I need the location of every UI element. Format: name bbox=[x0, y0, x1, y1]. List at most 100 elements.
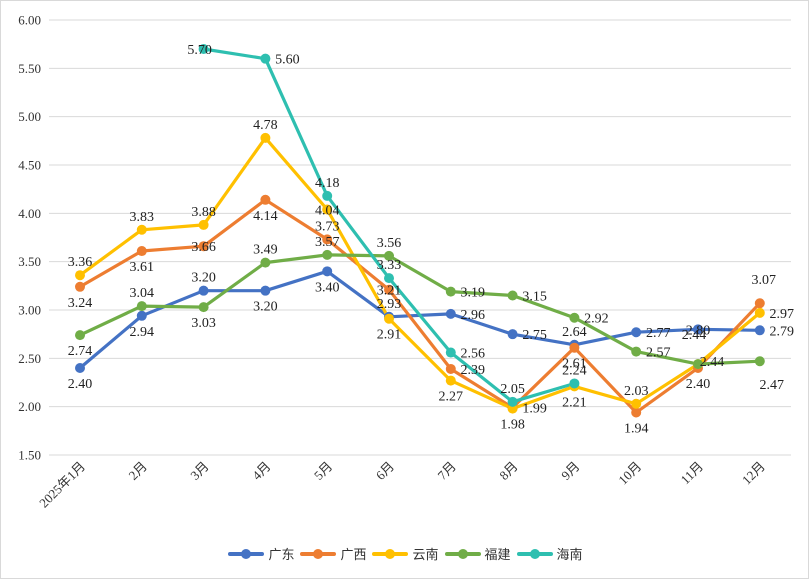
data-label: 2.97 bbox=[770, 307, 795, 322]
data-point[interactable] bbox=[75, 363, 85, 373]
data-point[interactable] bbox=[136, 224, 147, 235]
data-label: 2.77 bbox=[646, 326, 671, 341]
data-label: 2.44 bbox=[700, 355, 725, 370]
legend-label: 海南 bbox=[556, 548, 583, 563]
data-point[interactable] bbox=[445, 308, 456, 319]
data-label: 2.96 bbox=[461, 308, 486, 323]
data-point[interactable] bbox=[693, 324, 703, 335]
data-point[interactable] bbox=[507, 329, 518, 340]
data-label: 2.79 bbox=[770, 324, 795, 339]
data-point[interactable] bbox=[445, 375, 456, 386]
data-point[interactable] bbox=[322, 266, 333, 277]
data-point[interactable] bbox=[198, 241, 209, 252]
y-tick-label: 3.00 bbox=[18, 303, 41, 318]
data-point[interactable] bbox=[569, 312, 580, 323]
data-label: 3.57 bbox=[315, 235, 340, 250]
data-point[interactable] bbox=[569, 342, 580, 353]
data-label: 5.70 bbox=[187, 43, 212, 58]
data-label: 3.33 bbox=[377, 258, 402, 273]
data-point[interactable] bbox=[198, 219, 209, 230]
data-point[interactable] bbox=[260, 132, 271, 143]
data-point[interactable] bbox=[445, 363, 456, 374]
data-label: 2.80 bbox=[686, 323, 711, 338]
data-label: 2.61 bbox=[562, 357, 587, 372]
legend-item[interactable]: 云南 bbox=[372, 544, 439, 563]
data-point[interactable] bbox=[136, 301, 147, 312]
y-tick-label: 2.00 bbox=[18, 399, 41, 414]
data-point[interactable] bbox=[136, 310, 147, 321]
data-point[interactable] bbox=[507, 396, 518, 407]
data-label: 2.57 bbox=[646, 346, 671, 361]
x-tick-label: 12月 bbox=[739, 459, 768, 488]
data-point[interactable] bbox=[384, 250, 394, 261]
data-label: 3.49 bbox=[253, 243, 278, 258]
data-point[interactable] bbox=[569, 378, 580, 389]
data-point[interactable] bbox=[445, 286, 456, 297]
data-point[interactable] bbox=[754, 356, 765, 367]
legend-item[interactable]: 福建 bbox=[444, 544, 511, 563]
data-label: 2.47 bbox=[760, 378, 785, 393]
legend-item[interactable]: 海南 bbox=[516, 544, 583, 563]
data-label: 3.19 bbox=[461, 286, 486, 301]
x-axis: 2025年1月 2月 3月 4月 5月 6月 7月 8月 9月 10月 11月 12月 bbox=[36, 459, 768, 511]
data-point[interactable] bbox=[754, 298, 765, 309]
data-point[interactable] bbox=[322, 190, 333, 201]
data-point[interactable] bbox=[631, 407, 642, 418]
data-label: 3.21 bbox=[377, 284, 402, 299]
data-label: 2.75 bbox=[522, 328, 547, 343]
data-point[interactable] bbox=[260, 285, 271, 296]
data-point[interactable] bbox=[322, 204, 333, 215]
data-point[interactable] bbox=[322, 234, 333, 245]
data-label: 2.94 bbox=[130, 325, 155, 340]
data-label: 3.20 bbox=[191, 271, 216, 286]
x-tick-label: 10月 bbox=[615, 459, 644, 488]
legend: 广东 广西 云南 福建 海南 bbox=[1, 544, 809, 563]
legend-line-marker-icon bbox=[444, 548, 481, 560]
data-point[interactable] bbox=[631, 346, 642, 357]
data-point[interactable] bbox=[631, 327, 642, 338]
data-point[interactable] bbox=[136, 246, 147, 257]
data-point[interactable] bbox=[75, 330, 85, 341]
y-tick-label: 5.50 bbox=[18, 61, 41, 76]
data-label: 2.91 bbox=[377, 328, 402, 343]
data-point[interactable] bbox=[198, 302, 209, 313]
data-label: 3.73 bbox=[315, 219, 340, 234]
data-label: 4.18 bbox=[315, 176, 340, 191]
series-line-1 bbox=[78, 198, 762, 415]
x-tick-label: 6月 bbox=[373, 459, 397, 483]
data-label: 2.27 bbox=[439, 390, 464, 405]
data-label: 1.94 bbox=[624, 421, 649, 436]
data-point[interactable] bbox=[631, 398, 642, 409]
data-point[interactable] bbox=[754, 307, 765, 318]
y-tick-label: 1.50 bbox=[18, 448, 41, 463]
data-point[interactable] bbox=[198, 44, 209, 54]
legend-item[interactable]: 广西 bbox=[300, 544, 366, 563]
data-point[interactable] bbox=[384, 313, 394, 324]
data-point[interactable] bbox=[260, 53, 271, 64]
data-point[interactable] bbox=[260, 194, 271, 205]
data-point[interactable] bbox=[384, 273, 394, 284]
legend-label: 福建 bbox=[484, 548, 511, 563]
data-label: 3.56 bbox=[377, 236, 402, 251]
data-point[interactable] bbox=[322, 249, 333, 260]
data-point[interactable] bbox=[754, 325, 765, 336]
data-point[interactable] bbox=[75, 270, 85, 281]
series-line-4 bbox=[202, 47, 576, 404]
x-tick-label: 2月 bbox=[126, 459, 150, 483]
data-label: 2.03 bbox=[624, 384, 649, 399]
y-tick-label: 4.50 bbox=[18, 158, 41, 173]
legend-line-marker-icon bbox=[516, 548, 553, 560]
data-point[interactable] bbox=[198, 285, 209, 296]
data-label: 3.36 bbox=[68, 255, 93, 270]
x-tick-label: 3月 bbox=[187, 459, 211, 483]
data-label: 3.66 bbox=[191, 240, 216, 255]
legend-item[interactable]: 广东 bbox=[228, 544, 294, 563]
data-point[interactable] bbox=[260, 257, 271, 268]
y-tick-label: 3.50 bbox=[18, 254, 41, 269]
y-tick-label: 4.00 bbox=[18, 206, 41, 221]
data-point[interactable] bbox=[507, 290, 518, 301]
data-point[interactable] bbox=[384, 284, 394, 295]
data-point[interactable] bbox=[75, 281, 85, 292]
data-point[interactable] bbox=[445, 347, 456, 358]
data-point[interactable] bbox=[693, 359, 703, 370]
